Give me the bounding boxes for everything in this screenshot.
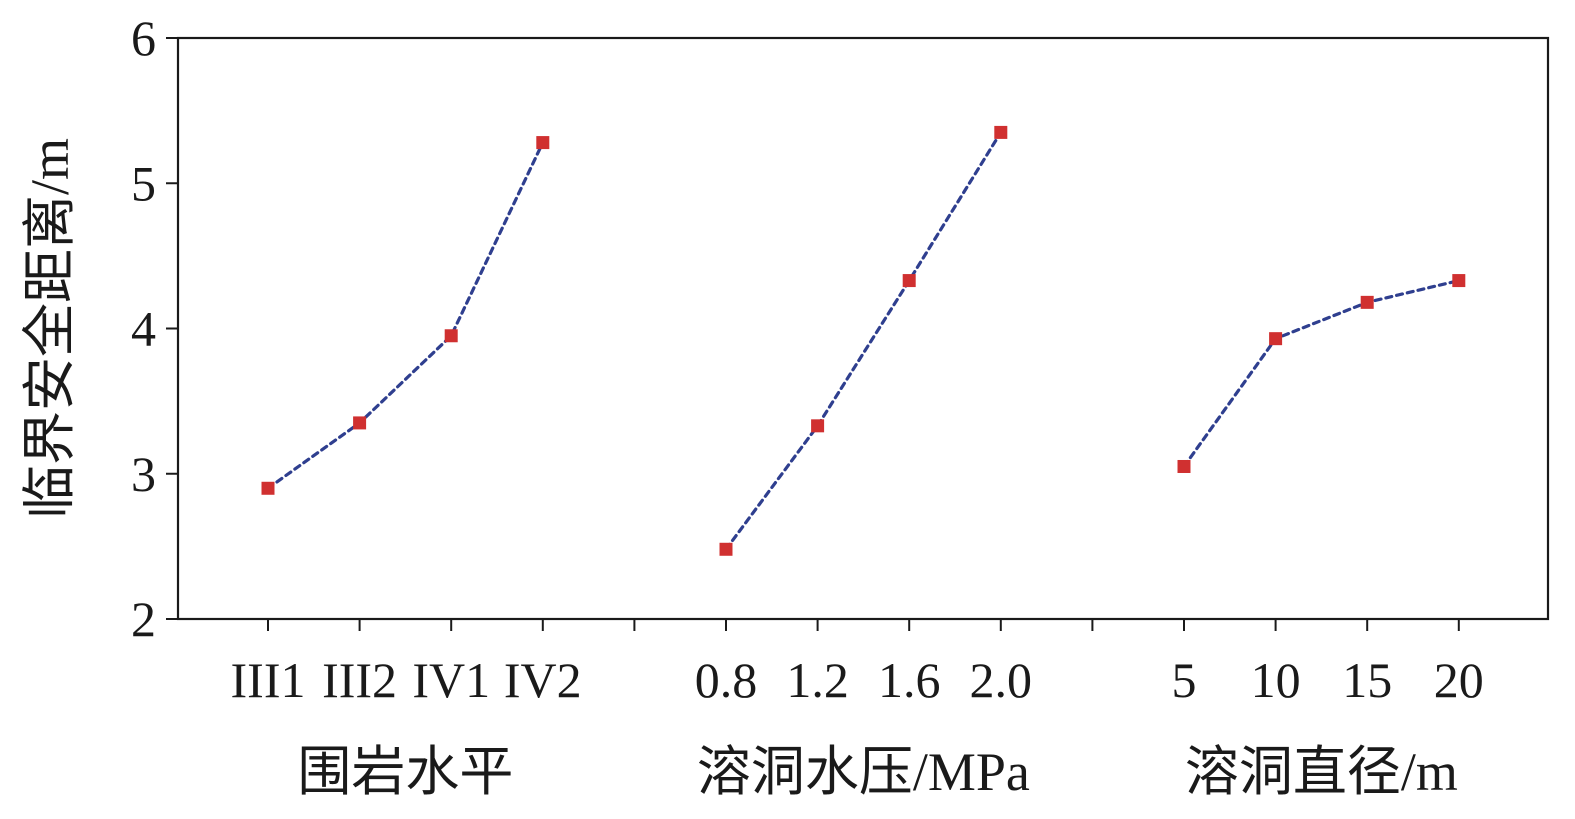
data-point	[536, 136, 550, 150]
x-tick-label: 2.0	[970, 652, 1033, 708]
data-point	[1452, 274, 1466, 288]
plot-frame	[176, 36, 1550, 621]
x-tick-label: 20	[1434, 652, 1484, 708]
y-tick-label: 2	[131, 591, 156, 647]
x-tick-label: IV2	[504, 652, 582, 708]
x-group-label: 围岩水平	[297, 742, 513, 802]
x-tick-label: 1.6	[878, 652, 941, 708]
x-group-label: 溶洞水压/MPa	[697, 742, 1030, 802]
y-axis: 2 3 4 5 6	[131, 10, 178, 647]
data-point	[719, 542, 733, 556]
y-axis-label: 临界安全距离/m	[20, 138, 80, 519]
data-point	[994, 125, 1008, 139]
series-line	[1182, 278, 1461, 469]
x-group-label: 溶洞直径/m	[1185, 742, 1458, 802]
x-tick-label: III2	[322, 652, 397, 708]
x-tick-label: 5	[1172, 652, 1197, 708]
data-point	[353, 416, 367, 430]
y-tick-label: 3	[131, 446, 156, 502]
series-line	[724, 130, 1003, 551]
series-line	[266, 140, 545, 490]
data-point	[1177, 459, 1191, 473]
x-tick-label: 0.8	[695, 652, 758, 708]
x-tick-label: IV1	[412, 652, 490, 708]
data-point	[261, 481, 275, 495]
x-tick-label: 1.2	[786, 652, 849, 708]
y-tick-label: 5	[131, 155, 156, 211]
x-tick-label: 15	[1342, 652, 1392, 708]
series-layer	[261, 125, 1466, 556]
data-point	[902, 274, 916, 288]
y-tick-label: 6	[131, 10, 156, 66]
data-point	[1269, 332, 1283, 346]
plot-border	[176, 36, 1550, 621]
data-point	[811, 419, 825, 433]
data-point	[1360, 295, 1374, 309]
y-tick-label: 4	[131, 301, 156, 357]
x-tick-label: III1	[231, 652, 306, 708]
x-tick-label: 10	[1251, 652, 1301, 708]
data-point	[444, 329, 458, 343]
